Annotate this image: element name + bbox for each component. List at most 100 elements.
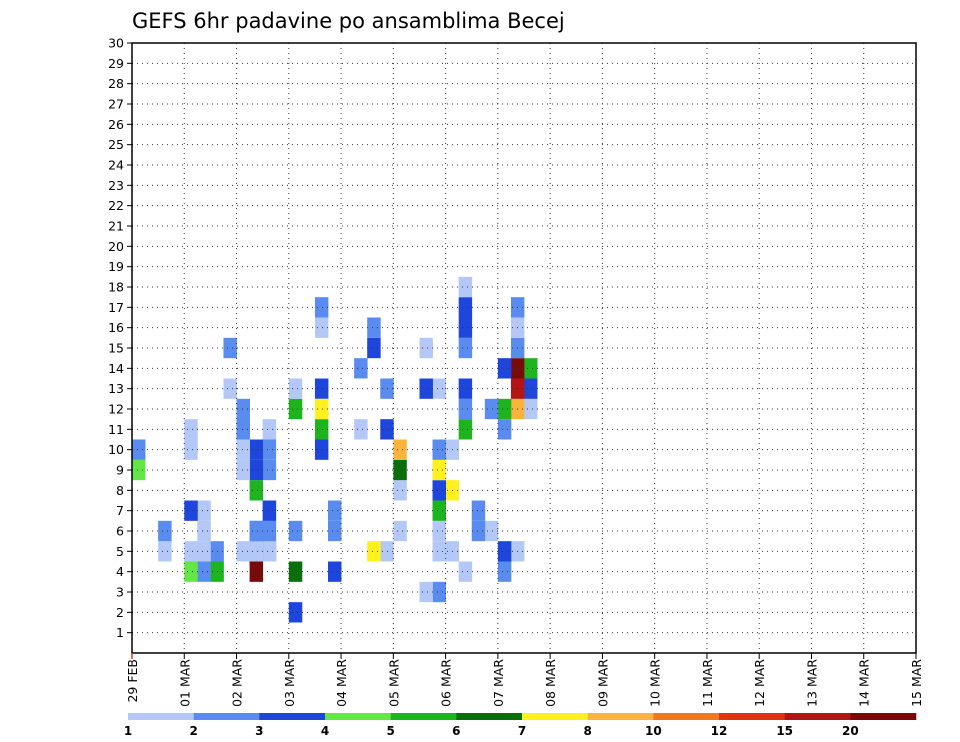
heatmap-cell <box>354 419 368 440</box>
heatmap-cell <box>419 337 433 359</box>
x-axis-ticks: 29 FEB 01 MAR 02 MAR 03 MAR 04 MAR 05 MAR 06 M… <box>125 653 924 707</box>
heatmap-cell <box>471 500 486 521</box>
heatmap-cell <box>288 378 303 399</box>
x-tick-label: 10 MAR <box>648 659 663 707</box>
heatmap-cell <box>288 398 303 420</box>
heatmap-cell <box>288 561 303 582</box>
x-tick-label: 11 MAR <box>700 659 715 707</box>
heatmap-cell <box>184 500 198 521</box>
x-tick-label: 09 MAR <box>595 659 610 707</box>
heatmap-cell <box>223 337 237 359</box>
heatmap-cells <box>132 276 538 623</box>
y-tick-label: 11 <box>108 422 124 437</box>
y-tick-label: 2 <box>116 605 124 620</box>
heatmap-cell <box>249 480 264 501</box>
y-tick-label: 15 <box>108 341 124 356</box>
y-tick-label: 4 <box>116 564 124 579</box>
heatmap-cell <box>262 419 277 440</box>
heatmap-cell <box>262 459 277 481</box>
y-tick-label: 24 <box>108 158 124 173</box>
heatmap-cell <box>184 561 198 582</box>
heatmap-cell <box>262 520 277 542</box>
heatmap-cell <box>458 337 473 359</box>
heatmap-cell <box>458 561 473 582</box>
heatmap-cell <box>432 541 446 562</box>
colorbar-label: 3 <box>255 724 263 738</box>
heatmap-cell <box>288 602 303 623</box>
colorbar-label: 12 <box>711 724 728 738</box>
heatmap-cell <box>158 541 172 562</box>
colorbar-label: 1 <box>124 724 132 738</box>
heatmap-cell <box>158 520 172 542</box>
y-tick-label: 28 <box>108 76 124 91</box>
y-tick-label: 21 <box>108 219 124 234</box>
y-tick-label: 23 <box>108 178 124 193</box>
colorbar-swatch <box>128 713 194 720</box>
colorbar-label: 5 <box>386 724 394 738</box>
heatmap-cell <box>432 378 446 399</box>
colorbar-label: 7 <box>518 724 526 738</box>
y-tick-label: 20 <box>108 239 124 254</box>
heatmap-cell <box>197 520 211 542</box>
heatmap-cell <box>236 459 250 481</box>
heatmap-cell <box>236 541 250 562</box>
x-tick-label: 12 MAR <box>752 659 767 707</box>
heatmap-cell <box>471 520 486 542</box>
y-tick-label: 29 <box>108 56 124 71</box>
x-tick-label: 02 MAR <box>230 659 245 707</box>
x-tick-label: 05 MAR <box>386 659 401 707</box>
heatmap-cell <box>367 317 381 338</box>
heatmap-cell <box>314 398 329 420</box>
colorbar-label: 8 <box>583 724 591 738</box>
y-tick-label: 19 <box>108 259 124 274</box>
colorbar-label: 10 <box>645 724 662 738</box>
heatmap-cell <box>458 276 473 298</box>
y-tick-label: 8 <box>116 483 124 498</box>
colorbar-swatch <box>325 713 391 720</box>
heatmap-cell <box>524 378 538 399</box>
x-tick-label: 04 MAR <box>334 659 349 707</box>
x-tick-label: 14 MAR <box>857 659 872 707</box>
heatmap-cell <box>393 480 407 501</box>
y-tick-label: 25 <box>108 137 124 152</box>
colorbar-swatch <box>193 713 260 720</box>
heatmap-cell <box>393 439 407 460</box>
heatmap-cell <box>497 541 512 562</box>
x-tick-label: 07 MAR <box>491 659 506 707</box>
heatmap-cell <box>249 541 264 562</box>
heatmap-cell <box>132 439 146 460</box>
y-tick-label: 6 <box>116 524 124 539</box>
heatmap-cell <box>432 459 446 481</box>
colorbar-label: 20 <box>842 724 859 738</box>
heatmap-cell <box>328 520 342 542</box>
heatmap-cell <box>432 520 446 542</box>
colorbar-swatch <box>587 713 654 720</box>
heatmap-cell <box>314 378 329 399</box>
colorbar-swatch <box>456 713 523 720</box>
heatmap-cell <box>524 358 538 379</box>
heatmap-cell <box>262 439 277 460</box>
heatmap-cell <box>197 541 211 562</box>
y-tick-label: 9 <box>116 463 124 478</box>
heatmap-cell <box>249 520 264 542</box>
y-tick-label: 13 <box>108 381 124 396</box>
y-tick-label: 18 <box>108 280 124 295</box>
heatmap-cell <box>367 337 381 359</box>
heatmap-cell <box>458 419 473 440</box>
y-tick-label: 22 <box>108 198 124 213</box>
heatmap-cell <box>484 398 499 420</box>
heatmap-cell <box>497 419 512 440</box>
y-tick-label: 26 <box>108 117 124 132</box>
heatmap-cell <box>432 500 446 521</box>
heatmap-cell <box>393 520 407 542</box>
heatmap-cell <box>497 561 512 582</box>
grid-lines <box>132 43 916 653</box>
y-tick-label: 5 <box>116 544 124 559</box>
colorbar-swatch <box>784 713 851 720</box>
y-tick-label: 10 <box>108 442 124 457</box>
heatmap-cell <box>458 398 473 420</box>
heatmap-cell <box>524 398 538 420</box>
x-tick-label: 15 MAR <box>909 659 924 707</box>
x-tick-label: 01 MAR <box>177 659 192 707</box>
